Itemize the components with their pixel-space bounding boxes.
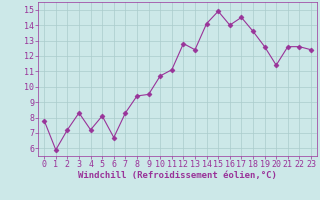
X-axis label: Windchill (Refroidissement éolien,°C): Windchill (Refroidissement éolien,°C) <box>78 171 277 180</box>
